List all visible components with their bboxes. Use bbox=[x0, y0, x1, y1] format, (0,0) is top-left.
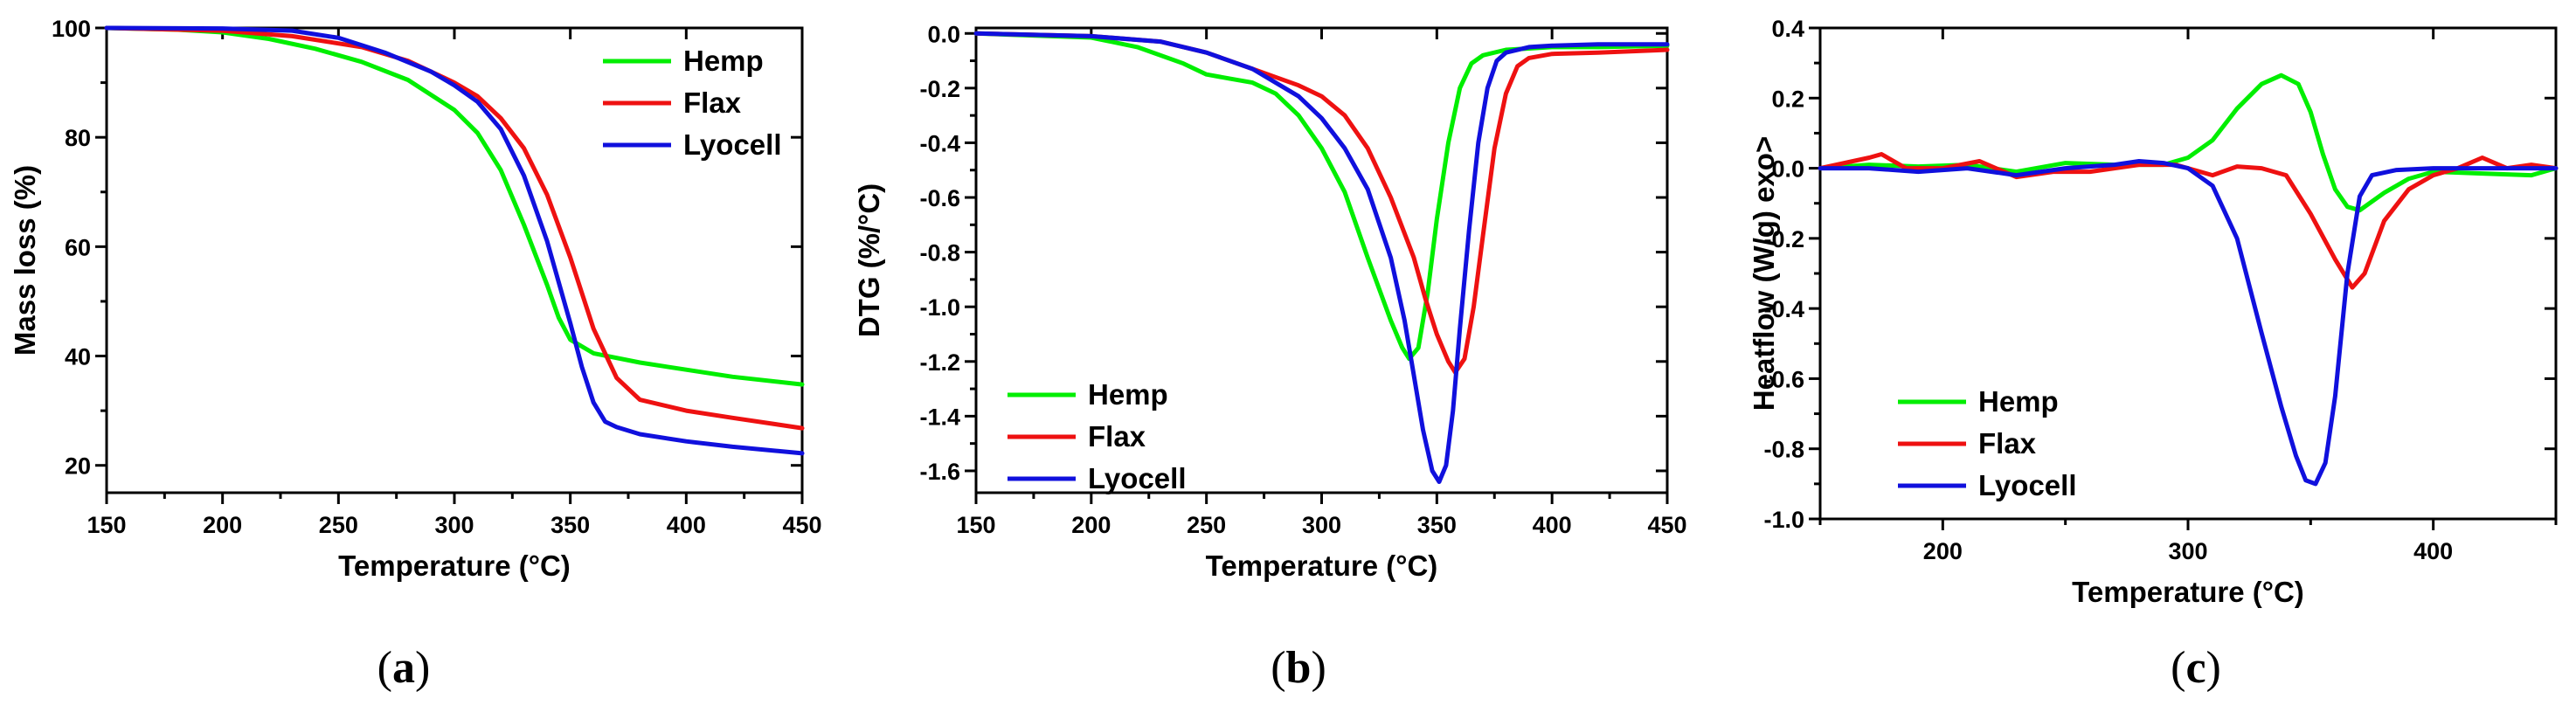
y-tick-label: -1.2 bbox=[919, 349, 960, 376]
x-tick-label: 300 bbox=[1302, 512, 1341, 538]
y-tick-label: 0.0 bbox=[927, 21, 960, 47]
y-tick-label: 0.2 bbox=[1771, 86, 1804, 112]
y-tick-label: 100 bbox=[52, 16, 91, 42]
legend-label-lyocell: Lyocell bbox=[1978, 469, 2077, 501]
y-tick-label: -0.8 bbox=[1763, 437, 1804, 463]
x-axis-title: Temperature (°C) bbox=[2072, 576, 2304, 608]
panel-label-close: ) bbox=[2206, 643, 2221, 693]
y-tick-label: -1.0 bbox=[1763, 507, 1804, 533]
y-tick-label: 20 bbox=[65, 453, 91, 480]
x-tick-label: 400 bbox=[2413, 538, 2453, 564]
legend-label-flax: Flax bbox=[683, 86, 742, 119]
panel-label-open: ( bbox=[377, 643, 392, 693]
x-tick-label: 450 bbox=[1647, 512, 1686, 538]
y-tick-label: -0.6 bbox=[919, 185, 960, 211]
panel-label: (a) bbox=[377, 643, 431, 693]
x-tick-label: 400 bbox=[1533, 512, 1572, 538]
x-axis-title: Temperature (°C) bbox=[338, 549, 571, 582]
x-tick-label: 350 bbox=[1417, 512, 1457, 538]
x-tick-label: 150 bbox=[87, 512, 126, 538]
y-tick-label: 80 bbox=[65, 125, 91, 151]
chart-panel-b: 150 200 250 300 350 400 450 0.0 -0.2 -0.4 -0.6 -0.8… bbox=[853, 21, 1687, 693]
y-tick-label: 0.4 bbox=[1771, 16, 1804, 42]
panel-label: (b) bbox=[1271, 643, 1326, 693]
y-tick-label: -0.4 bbox=[919, 130, 960, 156]
x-tick-label: 450 bbox=[782, 512, 821, 538]
series-line-hemp bbox=[1818, 73, 2559, 213]
x-tick-label: 200 bbox=[1923, 538, 1963, 564]
y-tick-label: -1.0 bbox=[919, 294, 960, 321]
legend-label-hemp: Hemp bbox=[1978, 385, 2059, 418]
series-line-flax bbox=[1818, 152, 2559, 290]
x-tick-label: 150 bbox=[956, 512, 995, 538]
y-tick-label: -1.4 bbox=[919, 404, 960, 430]
x-tick-label: 350 bbox=[551, 512, 590, 538]
x-tick-label: 250 bbox=[319, 512, 358, 538]
panel-label-letter: b bbox=[1286, 643, 1312, 693]
y-tick-label: -0.4 bbox=[1763, 296, 1804, 322]
y-axis-title: DTG (%/°C) bbox=[853, 183, 885, 337]
y-tick-label: 40 bbox=[65, 344, 91, 370]
legend-label-flax: Flax bbox=[1978, 427, 2037, 460]
y-tick-label: -0.2 bbox=[919, 76, 960, 102]
legend-label-lyocell: Lyocell bbox=[683, 128, 782, 161]
x-axis-title: Temperature (°C) bbox=[1206, 549, 1438, 582]
panel-label-letter: a bbox=[392, 643, 415, 693]
y-tick-label: -0.2 bbox=[1763, 226, 1804, 252]
legend-label-hemp: Hemp bbox=[683, 45, 764, 77]
y-tick-label: 60 bbox=[65, 234, 91, 260]
series-line-flax bbox=[973, 31, 1670, 375]
panel-label-open: ( bbox=[2171, 643, 2185, 693]
y-tick-label: -1.6 bbox=[919, 459, 960, 485]
series-line-hemp bbox=[973, 31, 1670, 362]
x-tick-label: 300 bbox=[434, 512, 474, 538]
panel-label-close: ) bbox=[1311, 643, 1326, 693]
chart-panel-c: 200 300 400 0.4 0.2 0.0 -0.2 -0.4 -0.6 -0.8 -1.0 Te… bbox=[1748, 16, 2559, 693]
panel-label-open: ( bbox=[1271, 643, 1285, 693]
y-tick-label: -0.6 bbox=[1763, 366, 1804, 392]
series-line-hemp bbox=[104, 25, 805, 387]
legend-label-flax: Flax bbox=[1088, 420, 1146, 453]
panel-label-letter: c bbox=[2185, 643, 2206, 693]
x-tick-label: 400 bbox=[667, 512, 706, 538]
legend-label-hemp: Hemp bbox=[1088, 378, 1168, 411]
panel-label: (c) bbox=[2171, 643, 2221, 693]
legend-label-lyocell: Lyocell bbox=[1088, 462, 1187, 494]
x-tick-label: 250 bbox=[1187, 512, 1226, 538]
panel-label-close: ) bbox=[415, 643, 430, 693]
series-line-lyocell bbox=[973, 31, 1670, 484]
series-line-lyocell bbox=[1818, 159, 2559, 487]
y-tick-label: 0.0 bbox=[1771, 156, 1804, 183]
series-line-flax bbox=[104, 25, 805, 431]
chart-panel-a: 150 200 250 300 350 400 450 20 40 60 80 100 Temperat… bbox=[9, 16, 822, 693]
y-tick-label: -0.8 bbox=[919, 240, 960, 266]
y-axis-title: Mass loss (%) bbox=[9, 165, 41, 356]
x-tick-label: 200 bbox=[203, 512, 242, 538]
x-tick-label: 200 bbox=[1071, 512, 1111, 538]
y-axis-title: Heatflow (W/g) exo> bbox=[1748, 136, 1780, 411]
series-line-lyocell bbox=[104, 25, 805, 456]
x-tick-label: 300 bbox=[2168, 538, 2207, 564]
